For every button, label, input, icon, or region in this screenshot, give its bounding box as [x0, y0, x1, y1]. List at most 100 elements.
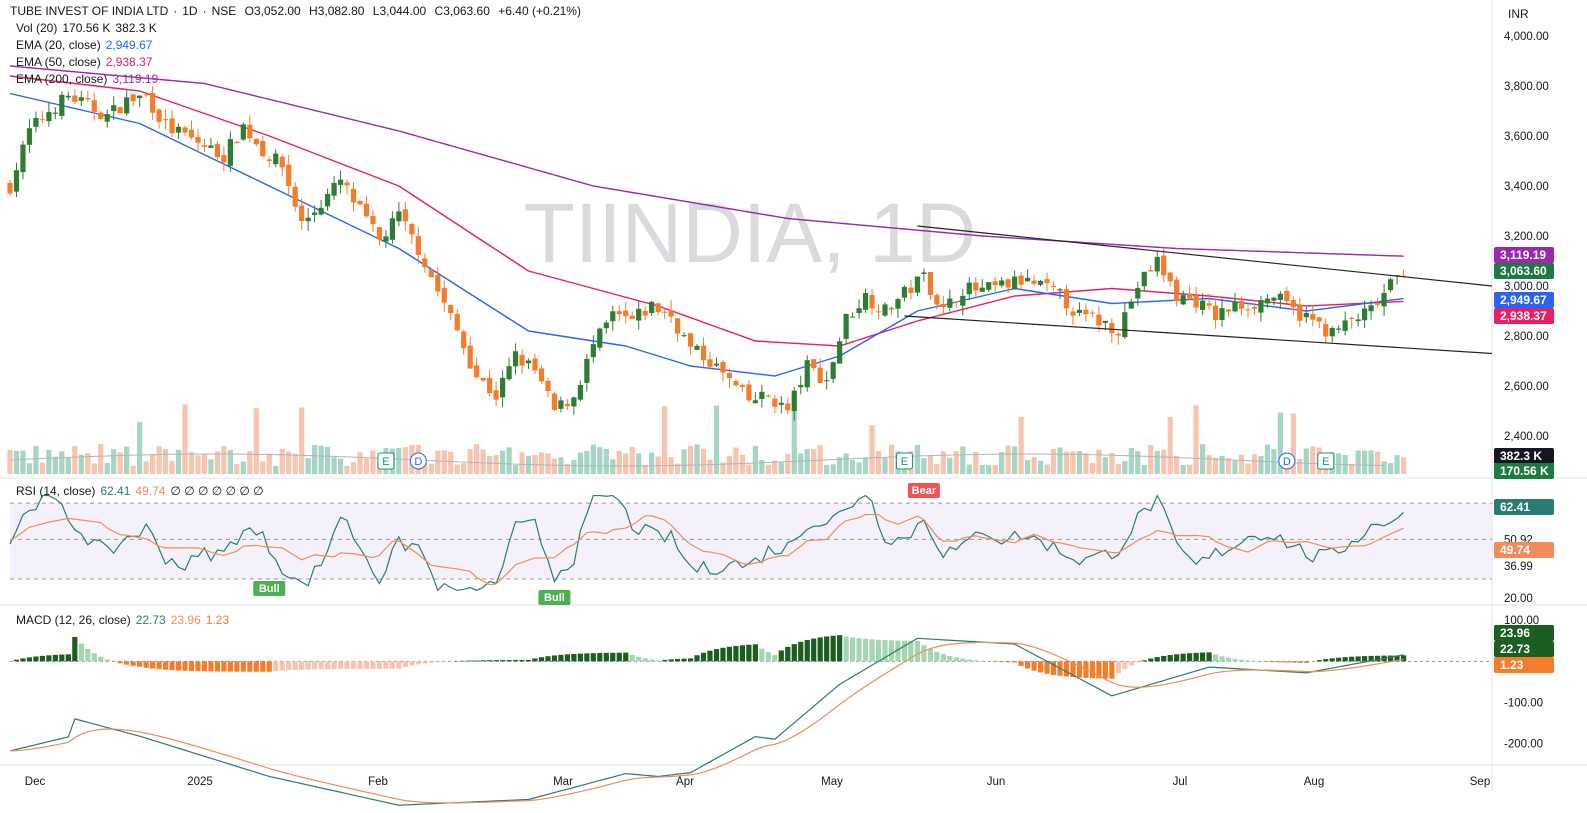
- macd-line: [9, 637, 1404, 806]
- volume-bar: [1238, 454, 1245, 474]
- macd-hist-bar: [1238, 659, 1245, 662]
- macd-hist-bar: [1193, 652, 1199, 662]
- volume-bar: [1148, 444, 1154, 474]
- volume-bar: [428, 463, 434, 474]
- macd-hist-bar: [1070, 661, 1076, 678]
- volume-bar: [227, 450, 233, 474]
- currency-label[interactable]: INR: [1508, 7, 1529, 21]
- candle-body: [441, 287, 447, 303]
- candle-body: [20, 144, 26, 173]
- interval[interactable]: 1D: [182, 4, 198, 18]
- macd-hist-bar: [1374, 655, 1381, 662]
- ohlc-close: C3,063.60: [434, 4, 490, 18]
- macd-label: MACD (12, 26, close): [16, 613, 131, 627]
- rsi-tag: 62.41: [1494, 499, 1554, 515]
- vol-legend[interactable]: Vol (20) 170.56 K 382.3 K: [16, 20, 162, 37]
- macd-hist-bar: [837, 635, 843, 662]
- candle-body: [798, 384, 804, 388]
- candle-body: [318, 207, 324, 215]
- macd-tag-bg: [1494, 641, 1554, 657]
- macd-hist-bar: [525, 659, 532, 662]
- volume-bar: [292, 453, 298, 474]
- volume-bar: [551, 458, 558, 474]
- volume-bar: [1232, 460, 1238, 474]
- macd-hist-bar: [538, 657, 545, 662]
- candle-body: [1225, 309, 1232, 312]
- rsi-legend[interactable]: RSI (14, close) 62.41 49.74 ∅ ∅ ∅ ∅ ∅ ∅ ∅: [16, 483, 269, 500]
- volume-bar: [849, 459, 856, 474]
- candle-body: [1167, 272, 1173, 282]
- earnings-marker-shape: [1317, 452, 1335, 470]
- price-tag-label: 3,063.60: [1500, 264, 1547, 278]
- candle-body: [506, 366, 512, 380]
- candle-body: [480, 378, 486, 381]
- candle-body: [545, 380, 551, 392]
- volume-bar: [480, 449, 486, 474]
- dividend-marker-shape: [409, 452, 427, 470]
- macd-hist-bar: [201, 661, 208, 672]
- volume-bar: [312, 444, 318, 474]
- rsi-tag-bg: [1494, 499, 1554, 515]
- ema20-line: [9, 92, 1404, 377]
- macd-hist-bar: [1349, 656, 1355, 662]
- candle-body: [1387, 279, 1394, 291]
- candle-body: [1154, 256, 1160, 272]
- macd-hist-bar: [188, 661, 195, 671]
- volume-bar: [1161, 449, 1167, 474]
- macd-hist-bar: [1199, 652, 1206, 662]
- volume-bar: [7, 449, 13, 474]
- rsi-tag-label: 62.41: [1500, 500, 1530, 514]
- ema200-label: EMA (200, close): [16, 72, 108, 86]
- volume-bar: [707, 459, 713, 474]
- macd-hist-bar: [1012, 661, 1018, 663]
- candle-body: [299, 205, 305, 222]
- vol-tag-bg: [1494, 463, 1554, 479]
- macd-hist-bar: [227, 661, 233, 672]
- candle-body: [499, 377, 506, 398]
- macd-hist-bar: [914, 640, 921, 662]
- macd-hist-bar: [772, 654, 778, 662]
- volume-bar: [1374, 451, 1381, 474]
- macd-hist-bar: [130, 661, 136, 666]
- volume-bar: [733, 447, 739, 474]
- candle-body: [461, 331, 467, 349]
- candle-body: [1063, 289, 1070, 309]
- macd-hist-bar: [901, 640, 908, 662]
- candle-body: [934, 294, 940, 305]
- ema50-legend[interactable]: EMA (50, close) 2,938.37: [16, 54, 157, 71]
- price-tick-label: 3,200.00: [1504, 231, 1549, 243]
- vol-avg-value: 382.3 K: [115, 21, 157, 35]
- candle-body: [195, 136, 201, 143]
- macd-legend[interactable]: MACD (12, 26, close) 22.73 23.96 1.23: [16, 612, 234, 629]
- volume-bar: [208, 459, 214, 474]
- candle-body: [1096, 314, 1102, 326]
- candle-body: [493, 390, 499, 400]
- macd-hist-bar: [324, 661, 331, 670]
- candle-body: [111, 105, 117, 112]
- header-legend: TUBE INVEST OF INDIA LTD · 1D · NSE O3,052.0…: [10, 4, 581, 18]
- volume-bar: [1076, 450, 1083, 474]
- volume-bar: [629, 447, 635, 474]
- candle-body: [1264, 298, 1271, 304]
- ema20-legend[interactable]: EMA (20, close) 2,949.67: [16, 37, 157, 54]
- ema200-legend[interactable]: EMA (200, close) 3,119.19: [16, 71, 163, 88]
- volume-bar: [487, 455, 493, 474]
- macd-hist-bar: [383, 661, 389, 669]
- candle-body: [1122, 312, 1128, 338]
- volume-bar: [1005, 445, 1011, 474]
- macd-hist-bar: [182, 661, 188, 671]
- ema200-tag-bg: [1494, 247, 1554, 263]
- candle-body: [1089, 312, 1096, 314]
- macd-hist-bar: [415, 661, 421, 665]
- volume-bar: [1031, 457, 1037, 474]
- macd-hist-bar: [752, 644, 758, 662]
- volume-bar: [571, 459, 577, 474]
- time-tick-label: Jun: [987, 776, 1006, 788]
- dividend-marker-shape: [1278, 452, 1296, 470]
- macd-hist-bar: [759, 648, 765, 662]
- macd-hist-bar: [1128, 661, 1134, 666]
- candle-body: [1212, 305, 1219, 321]
- exchange: NSE: [211, 4, 237, 18]
- trendline: [904, 315, 1493, 355]
